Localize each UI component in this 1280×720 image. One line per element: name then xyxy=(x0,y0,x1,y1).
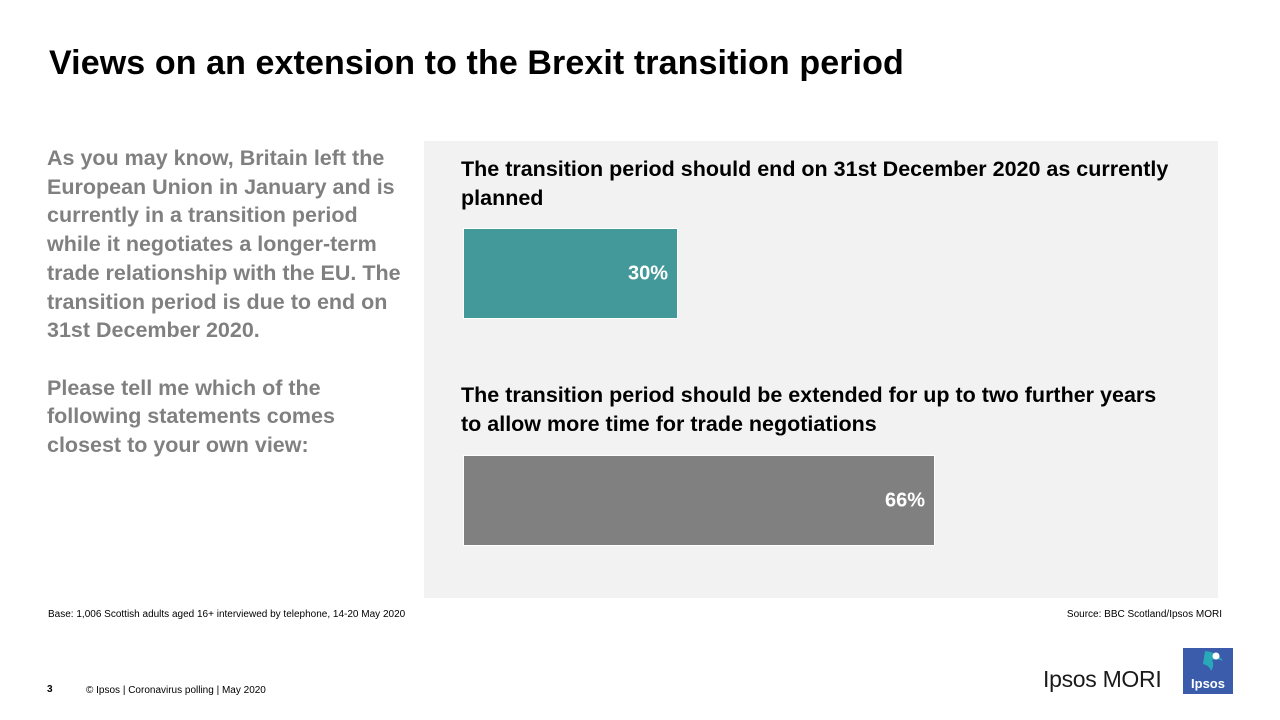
slide-title: Views on an extension to the Brexit tran… xyxy=(49,44,904,82)
bar-end-as-planned: 30% xyxy=(463,228,678,319)
bar-extend-transition: 66% xyxy=(463,455,935,546)
ipsos-logo-icon: Ipsos xyxy=(1183,648,1233,694)
category-label: The transition period should end on 31st… xyxy=(461,157,1169,210)
category-label: The transition period should be extended… xyxy=(461,383,1157,436)
source-note: Source: BBC Scotland/Ipsos MORI xyxy=(1066,609,1222,620)
bar-value-label: 66% xyxy=(884,489,925,511)
base-note: Base: 1,006 Scottish adults aged 16+ int… xyxy=(48,609,406,620)
logo-text: Ipsos xyxy=(1191,676,1225,691)
bar-value-label: 30% xyxy=(627,262,668,284)
footer-text: © Ipsos | Coronavirus polling | May 2020 xyxy=(86,685,266,696)
logo-dot xyxy=(1212,652,1220,660)
page-number: 3 xyxy=(47,684,53,695)
brand-wordmark: Ipsos MORI xyxy=(1043,666,1162,692)
question-intro: As you may know, Britain left the Europe… xyxy=(47,146,401,343)
question-text: As you may know, Britain left the Europe… xyxy=(47,144,412,460)
question-prompt: Please tell me which of the following st… xyxy=(47,375,335,458)
